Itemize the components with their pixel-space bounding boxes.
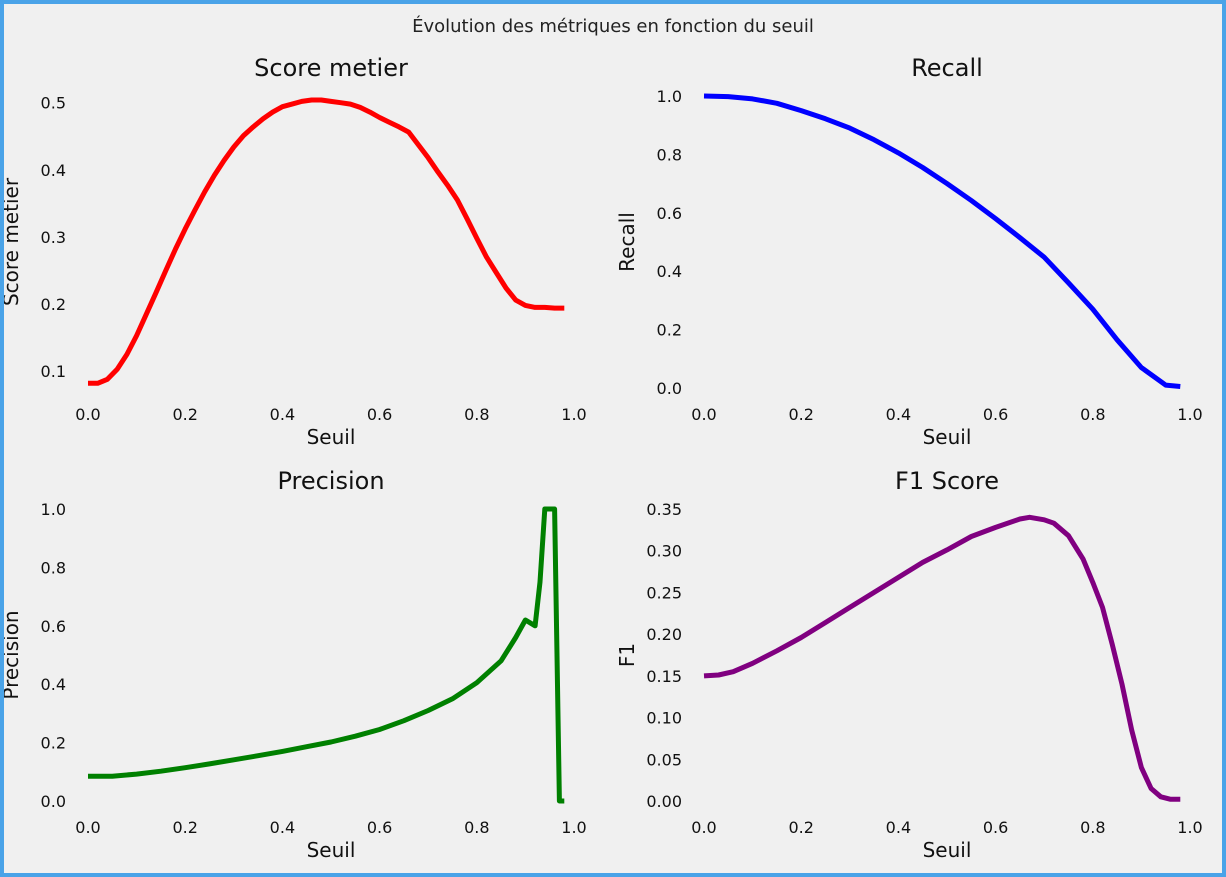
- recall-ytick-label: 1.0: [657, 87, 682, 106]
- f1-ytick-label: 0.20: [646, 625, 682, 644]
- recall-ytick-label: 0.2: [657, 321, 682, 340]
- f1-ytick-label: 0.00: [646, 792, 682, 811]
- panel-f1: F1 Score 0.0 0.2 0.4 0.6 0.8 1.0 0.00 0.05 0.10 0.…: [615, 467, 1203, 862]
- precision-ytick-label: 1.0: [41, 500, 66, 519]
- f1-xtick-label: 1.0: [1177, 818, 1202, 837]
- figure-suptitle: Évolution des métriques en fonction du s…: [412, 15, 814, 37]
- precision-ylabel: Precision: [4, 610, 23, 699]
- f1-xtick-label: 0.4: [886, 818, 911, 837]
- recall-ytick-label: 0.6: [657, 204, 682, 223]
- f1-xtick-label: 0.6: [983, 818, 1008, 837]
- recall-xtick-label: 1.0: [1177, 405, 1202, 424]
- f1-title: F1 Score: [895, 467, 999, 495]
- precision-ytick-label: 0.0: [41, 792, 66, 811]
- recall-xlabel: Seuil: [923, 425, 972, 449]
- f1-ytick-label: 0.25: [646, 583, 682, 602]
- score-metier-xtick-label: 0.2: [172, 405, 197, 424]
- panel-recall: Recall 0.0 0.2 0.4 0.6 0.8 1.0 0.0 0.2 0.4 0.6 0.8 1…: [615, 54, 1203, 449]
- recall-xtick-label: 0.6: [983, 405, 1008, 424]
- precision-xlabel: Seuil: [307, 838, 356, 862]
- precision-xtick-label: 0.8: [464, 818, 489, 837]
- precision-xtick-label: 0.2: [172, 818, 197, 837]
- precision-xtick-label: 0.0: [75, 818, 100, 837]
- score-metier-xlabel: Seuil: [307, 425, 356, 449]
- recall-ylabel: Recall: [615, 212, 639, 272]
- score-metier-xtick-label: 0.4: [270, 405, 295, 424]
- f1-ytick-label: 0.15: [646, 667, 682, 686]
- panel-precision: Precision 0.0 0.2 0.4 0.6 0.8 1.0 0.0 0.2 0.4 0.6 0…: [4, 467, 587, 862]
- score-metier-xtick-label: 0.0: [75, 405, 100, 424]
- recall-ytick-label: 0.4: [657, 262, 682, 281]
- f1-ytick-label: 0.30: [646, 542, 682, 561]
- precision-xtick-label: 1.0: [561, 818, 586, 837]
- score-metier-xtick-label: 0.8: [464, 405, 489, 424]
- f1-ytick-label: 0.10: [646, 709, 682, 728]
- score-metier-ytick-label: 0.3: [41, 228, 66, 247]
- precision-ytick-label: 0.4: [41, 675, 66, 694]
- f1-series-line: [703, 514, 1181, 802]
- precision-series-line: [88, 506, 565, 804]
- score-metier-series-line: [88, 97, 565, 386]
- recall-ytick-label: 0.0: [657, 379, 682, 398]
- score-metier-ytick-label: 0.2: [41, 295, 66, 314]
- precision-xtick-label: 0.6: [367, 818, 392, 837]
- score-metier-title: Score metier: [254, 54, 408, 82]
- panel-score-metier: Score metier 0.0 0.2 0.4 0.6 0.8 1.0 0.1 0.2 0.3 0…: [4, 54, 587, 449]
- precision-ytick-label: 0.2: [41, 734, 66, 753]
- recall-xtick-label: 0.4: [886, 405, 911, 424]
- recall-title: Recall: [911, 54, 983, 82]
- f1-xtick-label: 0.0: [691, 818, 716, 837]
- score-metier-xtick-label: 1.0: [561, 405, 586, 424]
- f1-xtick-label: 0.8: [1080, 818, 1105, 837]
- recall-xtick-label: 0.2: [788, 405, 813, 424]
- f1-ytick-label: 0.35: [646, 500, 682, 519]
- metrics-figure: Évolution des métriques en fonction du s…: [4, 15, 1203, 862]
- f1-xtick-label: 0.2: [788, 818, 813, 837]
- score-metier-ylabel: Score metier: [4, 177, 23, 306]
- recall-xtick-label: 0.0: [691, 405, 716, 424]
- precision-ytick-label: 0.6: [41, 617, 66, 636]
- recall-xtick-label: 0.8: [1080, 405, 1105, 424]
- recall-ytick-label: 0.8: [657, 145, 682, 164]
- score-metier-xtick-label: 0.6: [367, 405, 392, 424]
- precision-xtick-label: 0.4: [270, 818, 295, 837]
- score-metier-ytick-label: 0.5: [41, 94, 66, 113]
- precision-title: Precision: [277, 467, 384, 495]
- f1-xlabel: Seuil: [923, 838, 972, 862]
- f1-ytick-label: 0.05: [646, 750, 682, 769]
- score-metier-ytick-label: 0.1: [41, 362, 66, 381]
- score-metier-ytick-label: 0.4: [41, 161, 66, 180]
- precision-ytick-label: 0.8: [41, 558, 66, 577]
- recall-series-line: [703, 93, 1181, 389]
- f1-ylabel: F1: [615, 643, 639, 667]
